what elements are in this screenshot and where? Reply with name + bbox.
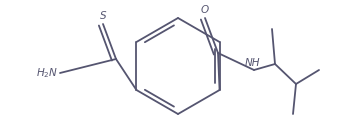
Text: NH: NH xyxy=(244,58,260,68)
Text: O: O xyxy=(201,5,209,15)
Text: H$_2$N: H$_2$N xyxy=(36,66,58,80)
Text: S: S xyxy=(100,11,106,21)
